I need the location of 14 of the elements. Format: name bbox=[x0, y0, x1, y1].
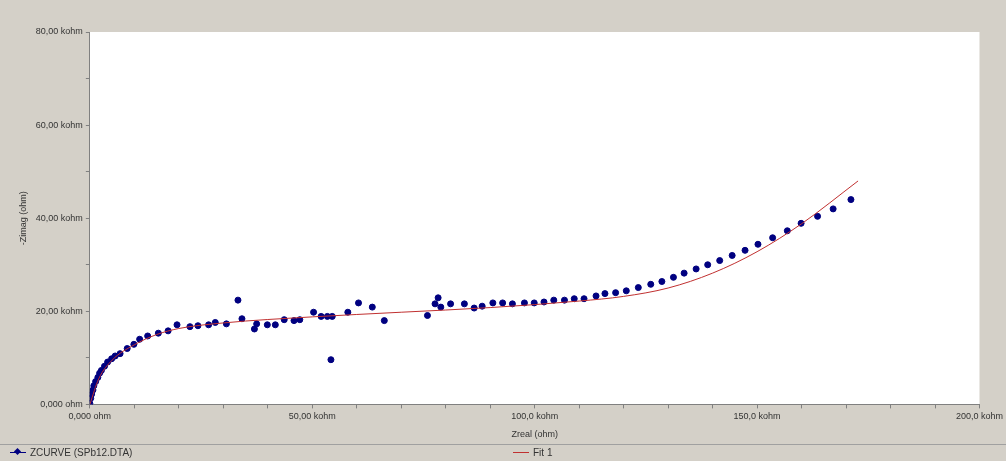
x-tick-label: 200,0 kohm bbox=[955, 411, 1003, 422]
x-tick-label: 100,0 kohm bbox=[511, 411, 559, 422]
x-tick-label: 150,0 kohm bbox=[733, 411, 781, 422]
y-tick-label: 60,00 kohm bbox=[35, 119, 83, 130]
y-axis-title: -Zimag (ohm) bbox=[17, 191, 28, 246]
y-tick-label: 0,000 ohm bbox=[40, 398, 83, 409]
x-axis-title: Zreal (ohm) bbox=[511, 429, 558, 440]
legend-label: Fit 1 bbox=[533, 447, 553, 458]
y-tick-label: 40,00 kohm bbox=[35, 212, 83, 223]
y-tick-label: 80,00 kohm bbox=[35, 26, 83, 37]
y-tick-label: 20,00 kohm bbox=[35, 305, 83, 316]
x-tick-label: 0,000 ohm bbox=[68, 411, 112, 422]
x-tick-label: 50,00 kohm bbox=[288, 411, 336, 422]
legend-label: ZCURVE (SPb12.DTA) bbox=[30, 447, 133, 458]
